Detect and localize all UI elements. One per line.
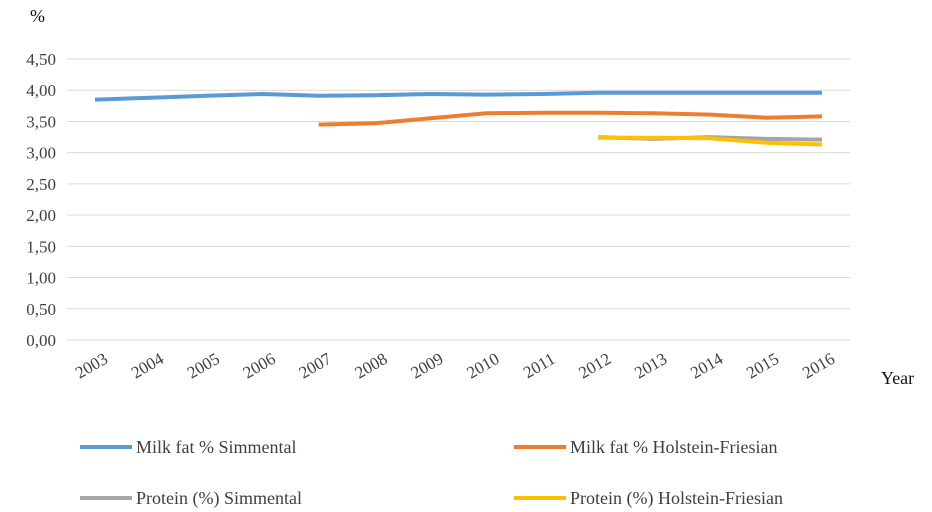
y-tick-label: 3,50 xyxy=(26,112,56,131)
x-tick-label: 2016 xyxy=(799,349,838,382)
y-tick-label: 1,00 xyxy=(26,269,56,288)
x-tick-label: 2010 xyxy=(464,349,503,382)
y-axis-label: % xyxy=(30,6,45,26)
y-tick-label: 4,00 xyxy=(26,81,56,100)
y-tick-label: 1,50 xyxy=(26,237,56,256)
series-line-2 xyxy=(318,110,823,127)
x-tick-label: 2005 xyxy=(184,349,223,382)
x-tick-label: 2008 xyxy=(352,349,391,382)
x-tick-label: 2014 xyxy=(687,349,726,383)
y-tick-label: 0,50 xyxy=(26,300,56,319)
y-tick-labels: 0,00 0,50 1,00 1,50 2,00 2,50 3,00 3,50 4,00 4,50 xyxy=(26,50,56,350)
x-tick-label: 2004 xyxy=(128,349,167,383)
x-tick-label: 2006 xyxy=(240,349,279,382)
legend: Milk fat % Simmental Milk fat % Holstein-… xyxy=(80,437,783,509)
y-tick-label: 0,00 xyxy=(26,331,56,350)
x-tick-label: 2007 xyxy=(296,349,335,383)
x-tick-label: 2003 xyxy=(72,349,111,382)
x-tick-label: 2011 xyxy=(520,349,558,382)
y-tick-label: 2,00 xyxy=(26,206,56,225)
y-tick-label: 4,50 xyxy=(26,50,56,69)
series-line-1 xyxy=(94,90,822,102)
legend-label: Milk fat % Simmental xyxy=(136,437,296,457)
legend-label: Protein (%) Simmental xyxy=(136,488,302,509)
x-tick-label: 2009 xyxy=(408,349,447,382)
legend-label: Milk fat % Holstein-Friesian xyxy=(570,437,777,457)
x-tick-label: 2013 xyxy=(631,349,670,382)
legend-label: Protein (%) Holstein-Friesian xyxy=(570,488,783,509)
series-line-4 xyxy=(598,135,823,147)
gridlines xyxy=(67,58,850,341)
y-tick-label: 3,00 xyxy=(26,144,56,163)
x-tick-labels: 2003 2004 2005 2006 2007 2008 2009 2010 2011 2012… xyxy=(72,349,838,383)
x-axis-label: Year xyxy=(881,368,914,388)
x-tick-label: 2015 xyxy=(743,349,782,382)
x-tick-label: 2012 xyxy=(575,349,614,382)
series-lines xyxy=(94,90,823,147)
y-tick-label: 2,50 xyxy=(26,175,56,194)
